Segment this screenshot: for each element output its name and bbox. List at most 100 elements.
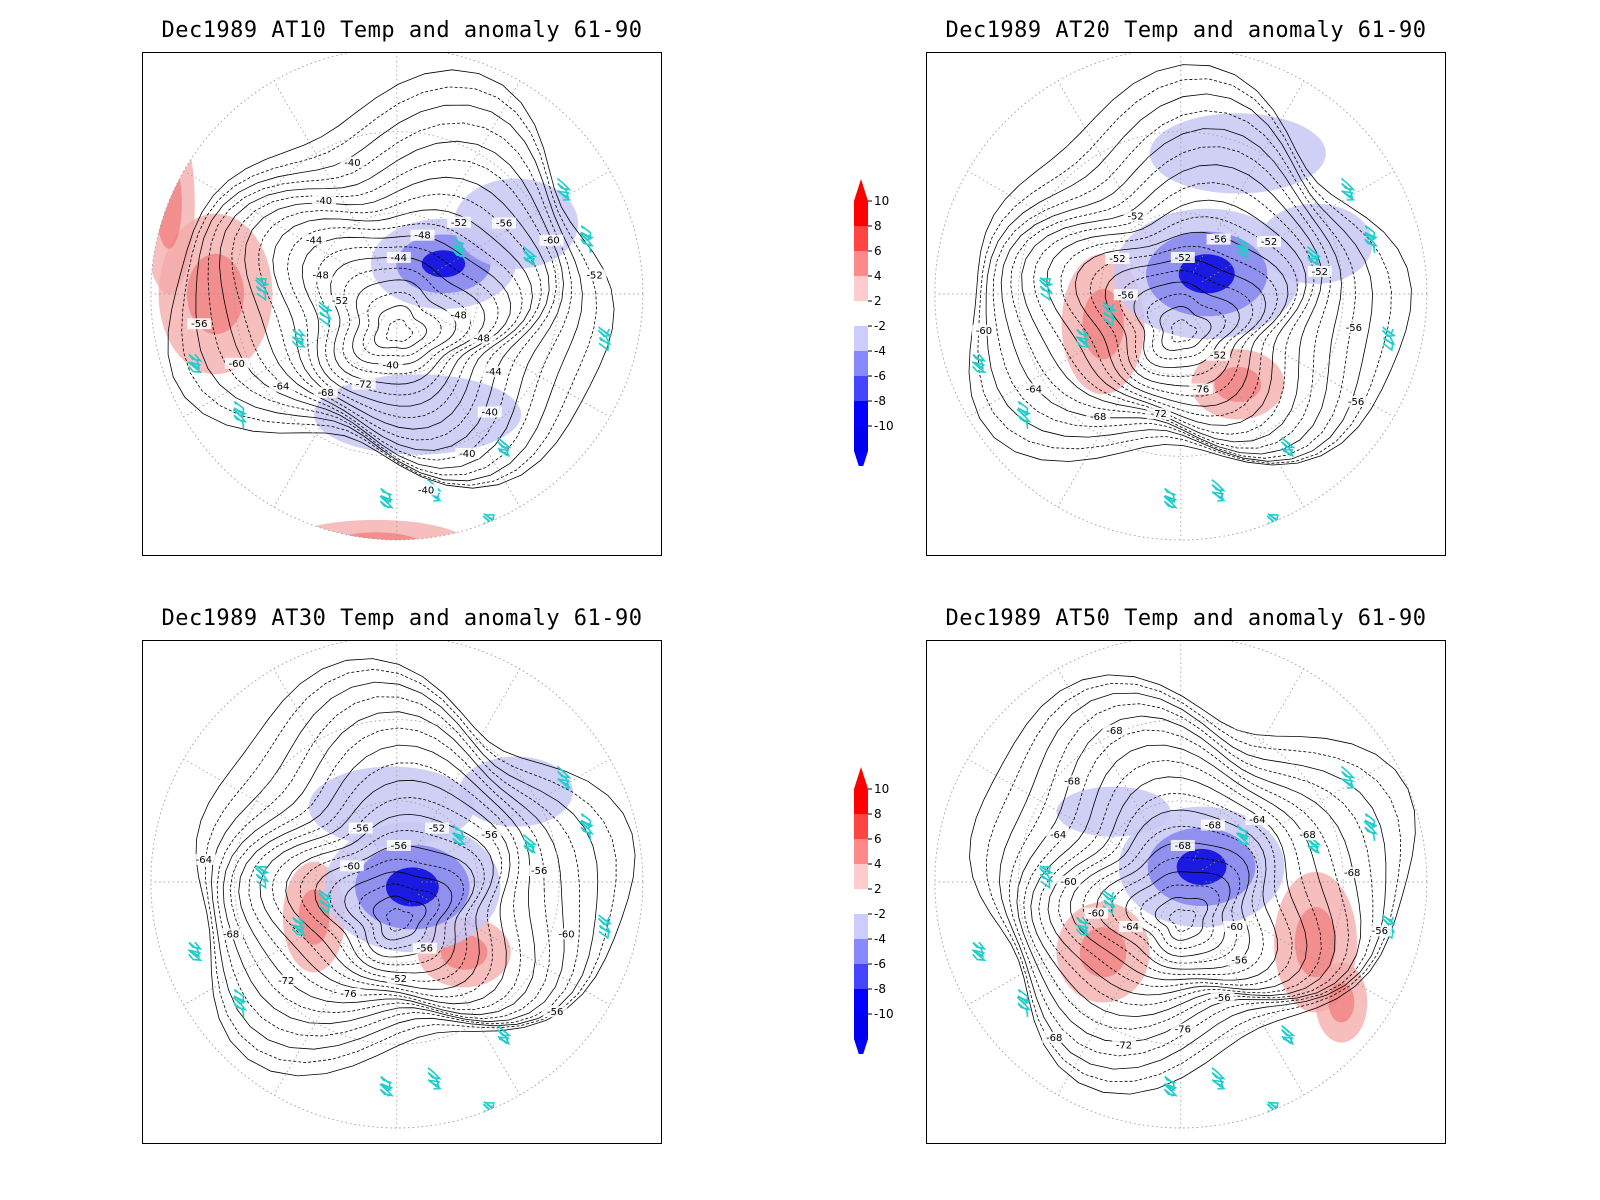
coastline: [579, 225, 595, 254]
coastline: [187, 353, 203, 374]
warm-anomaly-core: [187, 253, 245, 335]
coastline: [1235, 236, 1251, 258]
contour-label: -68: [223, 929, 239, 940]
coastline: [522, 246, 538, 267]
contour-label: -60: [558, 929, 574, 940]
temperature-contour: [244, 176, 550, 451]
contour-label: -64: [196, 855, 212, 866]
colorbar-tick-label: -4: [874, 344, 886, 358]
temperature-contour: [372, 895, 427, 941]
colorbar-segment: [854, 351, 868, 376]
colorbar-tick-label: 10: [874, 782, 889, 796]
temperature-contour: [1096, 841, 1251, 970]
contour-label: -64: [273, 382, 289, 393]
coastline: [1075, 328, 1091, 348]
map-drawing: -56 -52 -56 -56 -60 -56 -56 -52 -76 -72 -68 -64 -60 -…: [150, 641, 644, 1129]
contour-label: -56: [496, 219, 512, 230]
contour-label-bg: [1340, 867, 1365, 879]
contour-label-bg: [1046, 829, 1071, 841]
contour-label: -72: [278, 976, 294, 987]
map-drawing: -68 -68 -64 -68 -68 -56 -60 -56 -56 -76 -72 -68 -64 -…: [934, 641, 1428, 1129]
contour-label: -56: [481, 830, 497, 841]
contour-label: -40: [344, 158, 360, 169]
contour-label: -60: [1060, 877, 1076, 888]
coastline: [291, 328, 307, 348]
contour-label-bg: [1056, 875, 1081, 887]
contour-label: -72: [1116, 1040, 1132, 1051]
colorbar-tick-label: -2: [874, 319, 886, 333]
contour-label: -60: [543, 236, 559, 247]
contour-label-bg: [527, 865, 552, 877]
contour-label: -48: [313, 271, 329, 282]
cold-anomaly-core: [421, 250, 466, 278]
temperature-contour: [285, 813, 494, 990]
contour-label-bg: [492, 217, 517, 229]
coastline: [1211, 1067, 1227, 1090]
contour-label-bg: [1086, 410, 1111, 422]
contour-label: -64: [1050, 830, 1066, 841]
contour-label: -40: [418, 485, 434, 496]
temperature-contour: [330, 256, 486, 385]
temperature-contour: [1146, 293, 1226, 360]
contour-label-bg: [1206, 349, 1231, 361]
colorbar-tick-label: 6: [874, 832, 882, 846]
contour-label: -52: [1175, 253, 1191, 264]
temperature-contour: [1154, 896, 1209, 941]
coastline: [1340, 177, 1356, 201]
temperature-contour: [1038, 759, 1322, 1006]
contour-label-bg: [1206, 233, 1231, 245]
coastline: [971, 353, 987, 374]
contour-label-bg: [1042, 1031, 1067, 1043]
contour-label: -40: [382, 360, 398, 371]
colorbar-tick-label: 8: [874, 807, 882, 821]
warm-anomaly-core: [1082, 288, 1124, 360]
contour-label-bg: [386, 839, 411, 851]
contour-label: -72: [1151, 409, 1167, 420]
temperature-contour: [1140, 884, 1220, 950]
panel-title: Dec1989 AT10 Temp and anomaly 61-90: [161, 18, 643, 43]
contour-label-bg: [269, 380, 294, 392]
colorbar-top-arrow: [854, 179, 868, 201]
temperature-contour: [238, 744, 536, 1016]
coastline: [482, 1101, 498, 1126]
contour-label-bg: [1123, 210, 1148, 222]
contour-label: -56: [531, 866, 547, 877]
contour-label-bg: [340, 156, 365, 168]
contour-label: -56: [547, 1007, 563, 1018]
contour-label: -56: [417, 944, 433, 955]
colorbar-tick-label: 4: [874, 269, 882, 283]
contour-label-bg: [447, 216, 472, 228]
contour-label-bg: [1227, 954, 1252, 966]
coastline: [187, 941, 203, 962]
colorbar-tick-label: -2: [874, 907, 886, 921]
contour-label-bg: [386, 251, 411, 263]
meridian-line: [967, 305, 1160, 418]
contour-label: -60: [1227, 922, 1243, 933]
contour-label: -68: [1175, 841, 1191, 852]
contour-label-bg: [1146, 408, 1171, 420]
colorbar-segment: [854, 914, 868, 939]
colorbar-segment: [854, 426, 868, 451]
colorbar-top-arrow: [854, 767, 868, 789]
warm-anomaly-core: [1328, 982, 1355, 1023]
contour-label-bg: [1111, 1039, 1136, 1051]
colorbar-tick-label: -8: [874, 394, 886, 408]
contour-label: -52: [332, 296, 348, 307]
contour-label: -52: [429, 824, 445, 835]
warm-anomaly-core: [1214, 366, 1262, 402]
temperature-contour: [1125, 871, 1231, 957]
contour-label: -52: [1210, 351, 1226, 362]
temperature-contour: [342, 267, 472, 375]
contour-label-bg: [554, 928, 579, 940]
contour-label: -56: [1348, 397, 1364, 408]
contour-label-bg: [481, 366, 506, 378]
contour-label-bg: [348, 822, 373, 834]
temperature-contour: [1023, 729, 1350, 1030]
latitude-circle: [315, 212, 479, 376]
temperature-contour: [231, 159, 557, 461]
meridian-line: [1057, 668, 1169, 861]
meridian-line: [273, 80, 385, 273]
coastline: [1016, 400, 1032, 429]
coastline: [1075, 916, 1091, 936]
temperature-contour: [1000, 128, 1342, 455]
